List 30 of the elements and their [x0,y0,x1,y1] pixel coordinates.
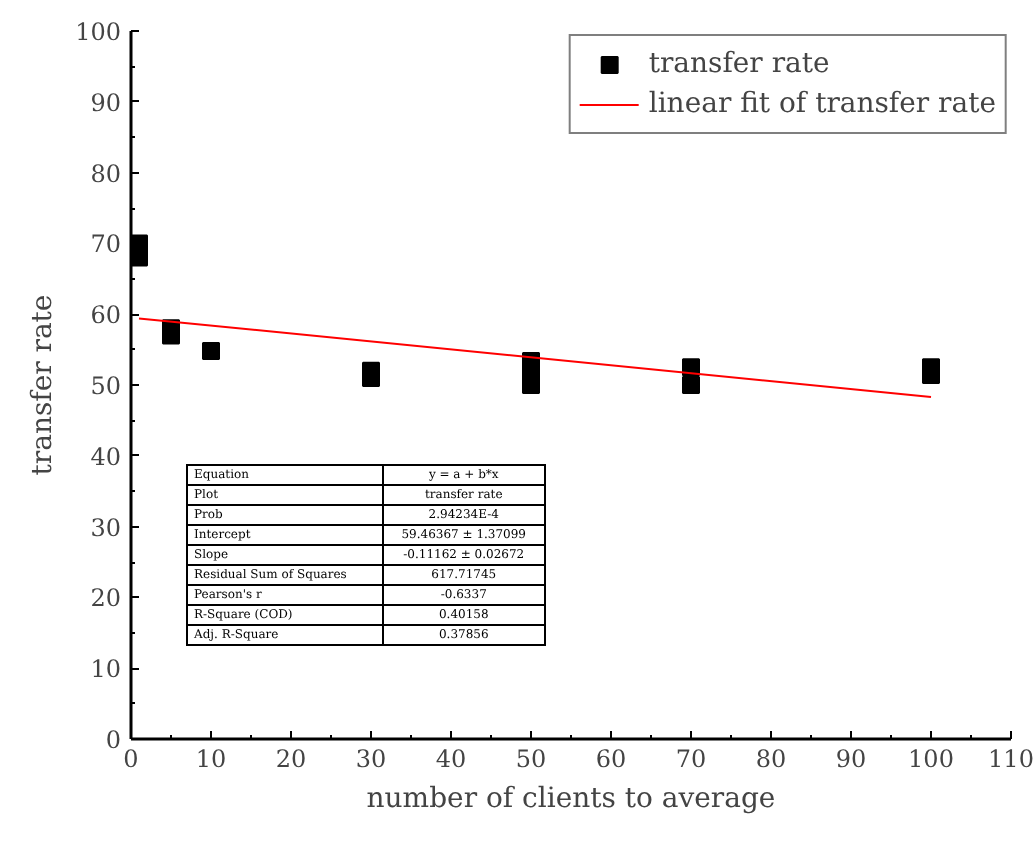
x-tick-label: 10 [195,745,227,773]
point [202,342,220,361]
x-tick-label: 60 [595,745,627,773]
legend-label: linear fit of transfer rate [648,88,996,120]
x-tick-label: 110 [988,745,1034,773]
point [522,376,540,394]
y-axis-title: transfer rate [27,294,60,476]
x-tick-label: 70 [675,745,707,773]
x-tick-label: 30 [355,745,387,773]
y-tick-label: 10 [90,655,122,684]
x-tick-label: 100 [908,745,954,773]
legend-label: transfer rate [648,48,830,80]
y-tick-label: 100 [75,18,121,46]
x-tick-label: 40 [435,745,467,773]
y-tick-label: 0 [105,726,122,754]
x-tick-label: 20 [275,745,307,773]
y-tick-label: 40 [90,442,122,471]
x-tick-label: 50 [515,745,547,773]
y-tick-label: 60 [90,301,122,330]
y-tick-label: 90 [90,88,122,117]
y-tick-label: 30 [90,513,122,542]
x-tick-label: 0 [123,745,139,773]
x-tick-label: 80 [755,745,787,773]
x-axis-title: number of clients to average [366,783,776,815]
y-tick-label: 20 [90,584,122,613]
y-tick-label: 70 [90,230,122,259]
y-tick-label: 50 [90,372,122,400]
x-tick-label: 90 [835,745,867,773]
point [682,376,700,394]
y-tick-label: 80 [90,159,122,188]
